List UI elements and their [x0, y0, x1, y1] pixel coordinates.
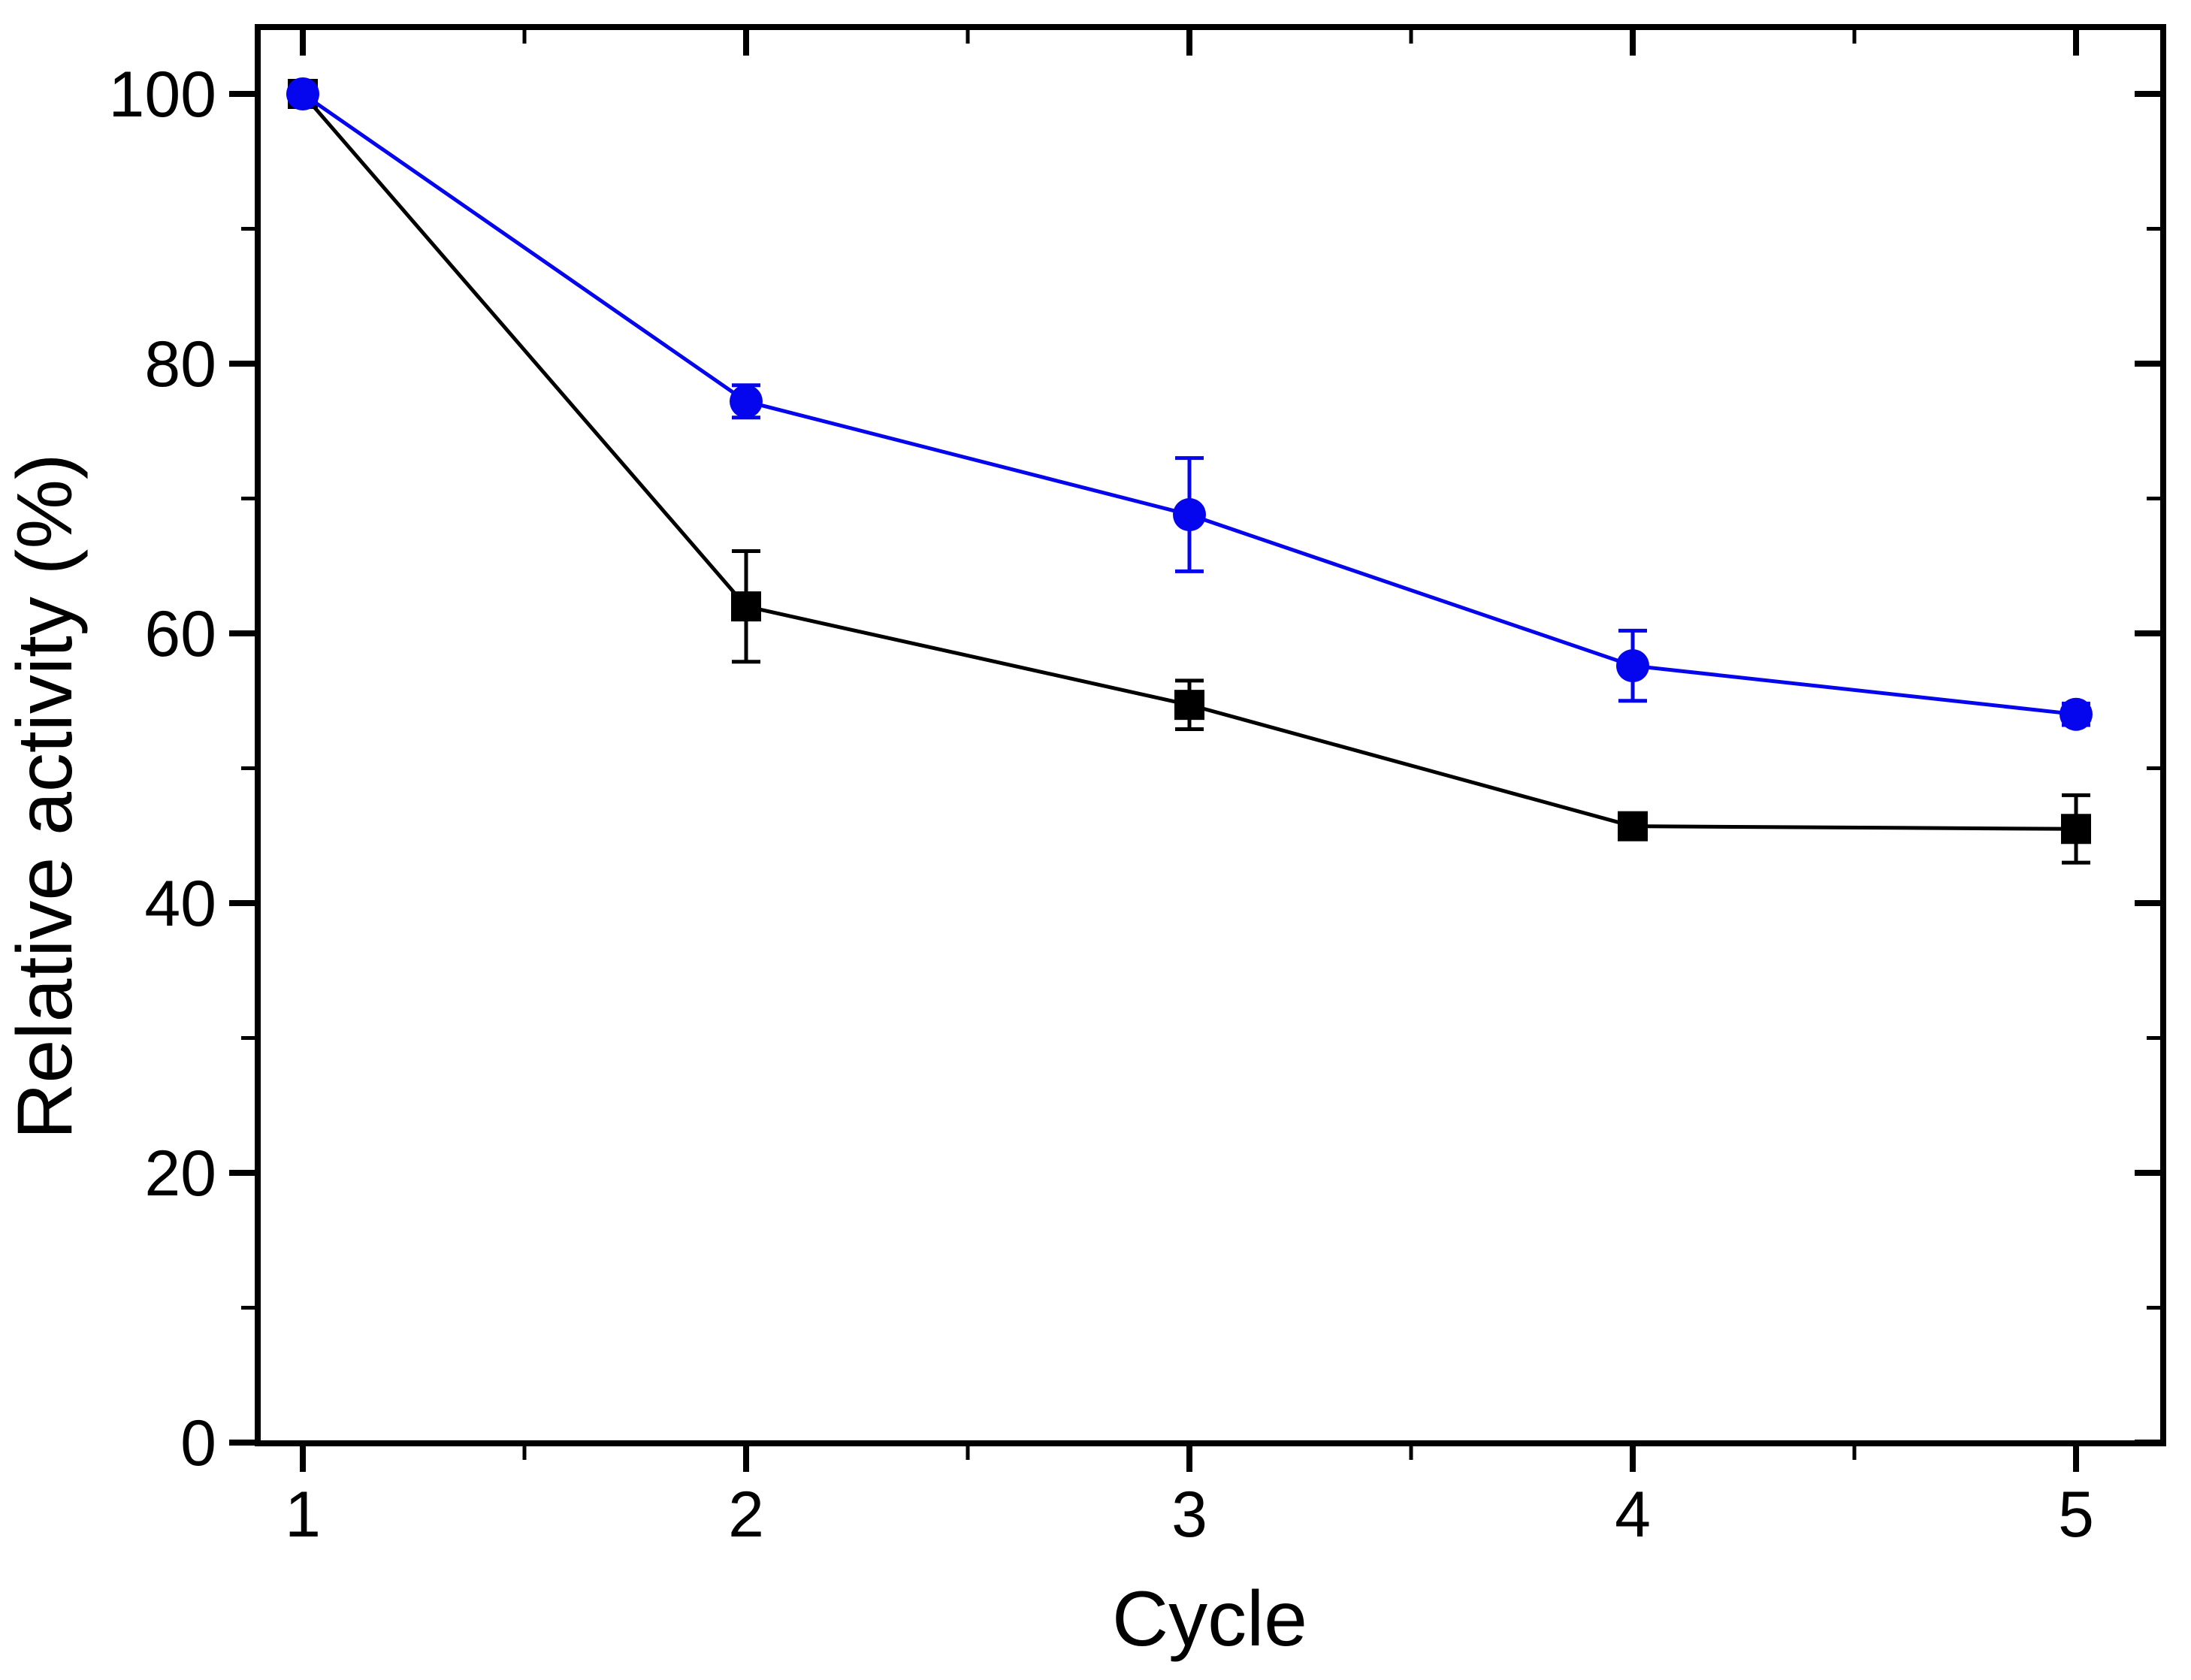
- data-point-circle: [286, 77, 319, 110]
- data-point-circle: [1173, 498, 1206, 532]
- data-point-square: [1618, 811, 1648, 842]
- data-point-square: [2061, 814, 2091, 845]
- series-circle: [286, 77, 2093, 731]
- y-tick-label: 0: [180, 1407, 216, 1479]
- axes: 0 20 40 60 80 100 1 2 3 4 5: [109, 24, 2166, 1551]
- x-axis-title: Cycle: [1112, 1576, 1307, 1663]
- data-point-square: [731, 591, 761, 622]
- y-tick-label: 20: [144, 1138, 216, 1210]
- series-square: [288, 79, 2091, 865]
- y-axis-title: Relative activity (%): [2, 453, 89, 1139]
- data-point-circle: [730, 385, 763, 418]
- x-tick-label: 4: [1615, 1479, 1651, 1551]
- data-point-square: [1174, 690, 1204, 721]
- y-tick-label: 80: [144, 328, 216, 400]
- x-tick-label: 1: [285, 1479, 321, 1551]
- data-series: [286, 77, 2093, 865]
- y-tick-label: 100: [109, 59, 217, 131]
- x-tick-label: 2: [728, 1479, 764, 1551]
- x-tick-label: 3: [1171, 1479, 1207, 1551]
- plot-frame: [255, 24, 2166, 1446]
- data-point-circle: [2060, 697, 2093, 731]
- y-tick-label: 60: [144, 598, 216, 670]
- data-point-circle: [1616, 649, 1649, 683]
- x-tick-label: 5: [2058, 1479, 2094, 1551]
- y-tick-label: 40: [144, 868, 216, 940]
